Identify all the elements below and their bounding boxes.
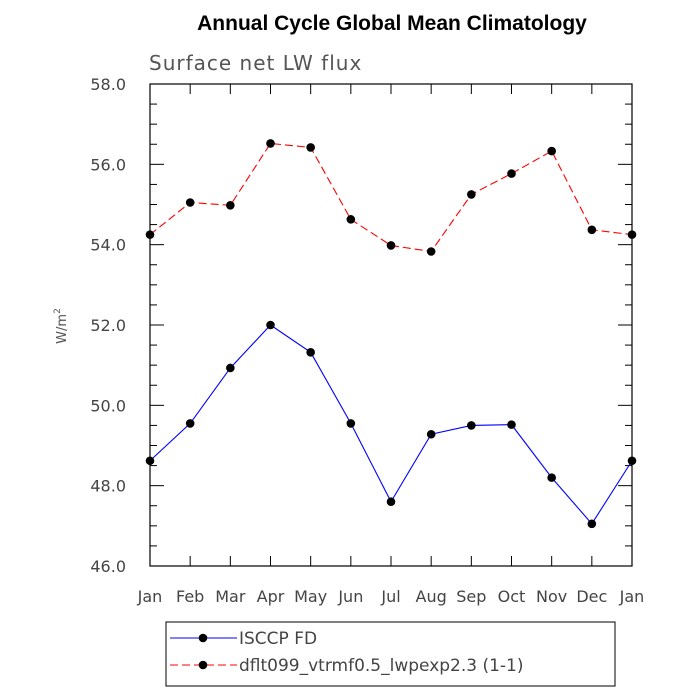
data-point [627,456,637,466]
x-tick-label: Jun [337,587,363,606]
x-tick-label: Dec [576,587,607,606]
x-tick-label: Nov [536,587,567,606]
legend-entries: ISCCP FD dflt099_vtrmf0.5_lwpexp2.3 (1-1) [170,629,524,676]
data-point [145,456,155,466]
legend-label: dflt099_vtrmf0.5_lwpexp2.3 (1-1) [239,656,524,676]
y-tick-label: 48.0 [90,477,126,496]
x-tick-labels: Jan Feb Mar Apr May Jun Jul Aug Sep Oct Nov Dec Jan [137,587,645,606]
x-tick-label: Jul [380,587,400,606]
data-point [346,419,356,428]
y-tick-labels: 46.0 48.0 50.0 52.0 54.0 56.0 58.0 [90,75,126,576]
data-point [386,497,396,507]
data-point [507,169,516,178]
legend-label: ISCCP FD [239,629,317,649]
y-tick-label: 54.0 [90,236,126,255]
x-tick-label: Sep [456,587,486,606]
plot-frame [149,83,633,567]
legend-marker [198,633,208,643]
data-point [627,230,637,239]
data-point [306,348,315,357]
axis-ticks [149,83,633,567]
data-point [386,241,396,250]
x-tick-label: Mar [215,587,246,606]
y-axis-label: W/m2 [53,308,70,344]
chart-subtitle: Surface net LW flux [149,51,362,75]
data-point [346,215,356,224]
data-point [467,190,476,199]
series-line-1 [149,324,633,525]
chart-title: Annual Cycle Global Mean Climatology [197,12,587,35]
x-tick-label: Jan [619,587,645,606]
y-axis-label-superscript: 2 [53,308,63,314]
data-point [547,146,556,156]
data-point [587,519,597,529]
data-point [266,139,275,148]
x-tick-label: May [294,587,327,606]
x-tick-label: Apr [257,587,285,606]
data-point [426,429,436,439]
series-line-2 [149,142,633,253]
x-tick-label: Feb [176,587,204,606]
data-point [547,473,556,482]
x-tick-label: Jan [137,587,163,606]
x-tick-label: Oct [498,587,526,606]
data-point [226,363,235,373]
svg-text:W/m2: W/m2 [53,308,70,344]
data-point [507,420,516,429]
legend-marker [198,660,208,670]
y-tick-label: 46.0 [90,557,126,576]
data-point [467,421,476,430]
data-point [145,230,155,239]
series-lines [149,142,633,525]
data-point [587,225,597,235]
y-tick-label: 56.0 [90,155,126,174]
data-point [185,419,195,428]
data-point [185,198,195,207]
data-point [266,320,275,330]
y-tick-label: 50.0 [90,396,126,415]
x-tick-label: Aug [416,587,447,606]
y-axis-label-text: W/m [55,314,70,344]
y-tick-label: 58.0 [90,75,126,94]
legend: ISCCP FD dflt099_vtrmf0.5_lwpexp2.3 (1-1) [165,621,616,687]
data-point [226,201,235,210]
y-tick-label: 52.0 [90,316,126,335]
legend-box [165,621,616,687]
data-point [306,143,315,152]
series-points [145,139,637,529]
data-point [426,247,436,256]
